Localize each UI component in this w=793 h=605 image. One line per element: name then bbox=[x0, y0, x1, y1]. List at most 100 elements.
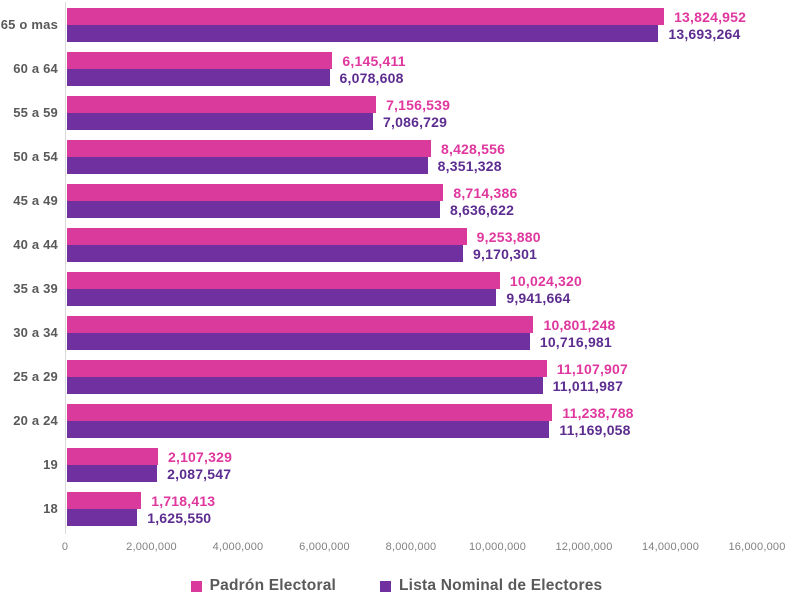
padron-bar-line: 7,156,539 bbox=[67, 96, 758, 113]
lista-value-label: 10,716,981 bbox=[539, 333, 612, 350]
padron-value-label: 7,156,539 bbox=[386, 96, 451, 113]
age-group-row: 18 1,718,413 1,625,550 bbox=[0, 492, 793, 536]
x-axis-tick: 8,000,000 bbox=[385, 541, 437, 553]
x-axis-tick: 16,000,000 bbox=[728, 541, 786, 553]
padron-value-label: 8,714,386 bbox=[453, 184, 518, 201]
bar-pair: 8,714,386 8,636,622 bbox=[67, 184, 758, 218]
age-group-row: 19 2,107,329 2,087,547 bbox=[0, 448, 793, 492]
padron-value-label: 8,428,556 bbox=[441, 140, 506, 157]
padron-bar bbox=[67, 492, 142, 509]
bar-pair: 8,428,556 8,351,328 bbox=[67, 140, 758, 174]
bar-pair: 9,253,880 9,170,301 bbox=[67, 228, 758, 262]
lista-bar bbox=[67, 333, 530, 350]
lista-bar-line: 1,625,550 bbox=[67, 509, 758, 526]
legend-label: Lista Nominal de Electores bbox=[399, 577, 603, 594]
lista-bar-line: 8,351,328 bbox=[67, 157, 758, 174]
legend-swatch bbox=[380, 580, 392, 592]
category-label: 45 a 49 bbox=[13, 193, 58, 208]
category-label: 20 a 24 bbox=[13, 413, 58, 428]
padron-bar-line: 13,824,952 bbox=[67, 8, 758, 25]
padron-value-label: 9,253,880 bbox=[476, 228, 541, 245]
age-group-row: 30 a 34 10,801,248 10,716,981 bbox=[0, 316, 793, 360]
padron-value-label: 6,145,411 bbox=[342, 52, 406, 69]
padron-bar bbox=[67, 404, 553, 421]
lista-value-label: 11,011,987 bbox=[552, 377, 624, 394]
category-label: 55 a 59 bbox=[13, 105, 58, 120]
x-axis-tick: 6,000,000 bbox=[299, 541, 350, 553]
bar-pair: 11,238,788 11,169,058 bbox=[67, 404, 758, 438]
lista-bar-line: 9,170,301 bbox=[67, 245, 758, 262]
padron-bar-line: 2,107,329 bbox=[67, 448, 758, 465]
lista-bar-line: 13,693,264 bbox=[67, 25, 758, 42]
padron-bar bbox=[67, 8, 665, 25]
padron-bar bbox=[67, 360, 547, 377]
lista-bar bbox=[67, 157, 428, 174]
age-group-row: 50 a 54 8,428,556 8,351,328 bbox=[0, 140, 793, 184]
category-label: 25 a 29 bbox=[13, 369, 58, 384]
padron-bar-line: 1,718,413 bbox=[67, 492, 758, 509]
lista-value-label: 6,078,608 bbox=[339, 69, 404, 86]
category-label: 50 a 54 bbox=[13, 149, 58, 164]
bar-pair: 10,801,248 10,716,981 bbox=[67, 316, 758, 350]
padron-bar bbox=[67, 96, 377, 113]
lista-value-label: 7,086,729 bbox=[383, 113, 448, 130]
lista-bar bbox=[67, 113, 374, 130]
padron-bar bbox=[67, 184, 444, 201]
lista-bar-line: 8,636,622 bbox=[67, 201, 758, 218]
legend-item-lista-nominal: Lista Nominal de Electores bbox=[380, 577, 602, 595]
age-group-row: 65 o mas 13,824,952 13,693,264 bbox=[0, 8, 793, 52]
x-axis: 0 2,000,000 4,000,000 6,000,000 8,000,000 10,… bbox=[61, 541, 785, 557]
x-axis-tick: 10,000,000 bbox=[468, 541, 527, 553]
padron-value-label: 2,107,329 bbox=[168, 448, 233, 465]
lista-bar-line: 7,086,729 bbox=[67, 113, 758, 130]
lista-value-label: 8,636,622 bbox=[449, 201, 515, 218]
lista-bar-line: 11,169,058 bbox=[67, 421, 758, 438]
padron-bar-line: 9,253,880 bbox=[67, 228, 758, 245]
bar-pair: 13,824,952 13,693,264 bbox=[67, 8, 758, 42]
padron-bar-line: 11,238,788 bbox=[67, 404, 758, 421]
lista-bar-line: 10,716,981 bbox=[67, 333, 758, 350]
x-axis-tick: 4,000,000 bbox=[212, 541, 264, 553]
x-axis-tick: 2,000,000 bbox=[126, 541, 177, 553]
category-label: 18 bbox=[43, 501, 58, 516]
lista-bar-line: 9,941,664 bbox=[67, 289, 758, 306]
category-label: 30 a 34 bbox=[13, 325, 58, 340]
padron-bar-line: 8,428,556 bbox=[67, 140, 758, 157]
lista-value-label: 2,087,547 bbox=[167, 465, 232, 482]
age-group-row: 40 a 44 9,253,880 9,170,301 bbox=[0, 228, 793, 272]
bar-pair: 6,145,411 6,078,608 bbox=[67, 52, 758, 86]
lista-bar bbox=[67, 421, 550, 438]
padron-bar-line: 10,801,248 bbox=[67, 316, 758, 333]
category-label: 40 a 44 bbox=[13, 237, 58, 252]
lista-bar bbox=[67, 245, 464, 262]
y-axis-line bbox=[65, 2, 66, 534]
bar-pair: 1,718,413 1,625,550 bbox=[67, 492, 758, 526]
padron-bar bbox=[67, 448, 158, 465]
age-group-row: 60 a 64 6,145,411 6,078,608 bbox=[0, 52, 793, 96]
category-label: 65 o mas bbox=[0, 17, 58, 32]
category-label: 60 a 64 bbox=[13, 61, 58, 76]
bar-pair: 11,107,907 11,011,987 bbox=[67, 360, 758, 394]
lista-bar-line: 2,087,547 bbox=[67, 465, 758, 482]
lista-bar-line: 11,011,987 bbox=[67, 377, 758, 394]
legend-label: Padrón Electoral bbox=[209, 577, 337, 594]
lista-bar bbox=[67, 509, 138, 526]
bar-pair: 7,156,539 7,086,729 bbox=[67, 96, 758, 130]
padron-bar bbox=[67, 228, 467, 245]
lista-bar bbox=[67, 201, 440, 218]
lista-value-label: 9,941,664 bbox=[506, 289, 571, 306]
legend-swatch bbox=[190, 580, 202, 592]
legend-item-padron-electoral: Padrón Electoral bbox=[190, 577, 337, 595]
padron-bar bbox=[67, 316, 534, 333]
x-axis-tick: 0 bbox=[61, 541, 69, 553]
lista-value-label: 1,625,550 bbox=[147, 509, 212, 526]
plot-rows: 65 o mas 13,824,952 13,693,264 60 a 64 6… bbox=[0, 8, 793, 536]
category-label: 19 bbox=[43, 457, 58, 472]
age-group-row: 20 a 24 11,238,788 11,169,058 bbox=[0, 404, 793, 448]
age-group-row: 25 a 29 11,107,907 11,011,987 bbox=[0, 360, 793, 404]
lista-bar bbox=[67, 377, 543, 394]
padron-bar-line: 11,107,907 bbox=[67, 360, 758, 377]
lista-value-label: 13,693,264 bbox=[668, 25, 741, 42]
padron-bar-line: 8,714,386 bbox=[67, 184, 758, 201]
